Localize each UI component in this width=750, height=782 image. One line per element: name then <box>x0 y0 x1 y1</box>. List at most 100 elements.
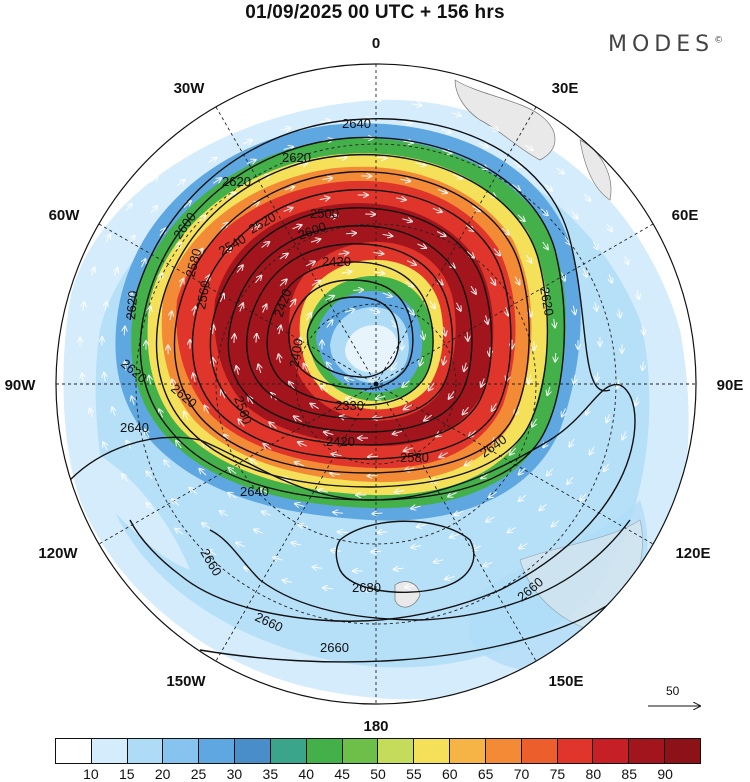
color-legend-ticks: 10 15 20 25 30 35 40 45 50 55 60 65 70 75 80 85 90 <box>0 766 750 782</box>
wind-vector <box>198 216 206 223</box>
wind-vector <box>125 362 126 371</box>
legend-tick-label: 60 <box>441 766 458 782</box>
wind-vector <box>130 292 132 301</box>
wind-vector <box>617 379 619 389</box>
wind-vector <box>510 447 517 455</box>
legend-tick-label: 40 <box>298 766 315 782</box>
wind-vector <box>224 248 231 255</box>
wind-vector <box>465 459 473 465</box>
contour-label: 2640 <box>240 484 269 499</box>
wind-vector <box>327 363 333 371</box>
wind-vector <box>547 468 554 476</box>
wind-vector <box>395 490 405 492</box>
wind-vector <box>312 567 323 569</box>
wind-vector <box>146 503 154 510</box>
wind-vector <box>371 551 382 552</box>
wind-vector <box>220 223 228 230</box>
wind-vector <box>292 225 302 229</box>
contour-label: 2580 <box>182 247 204 279</box>
contour-label: 2620 <box>123 290 140 320</box>
wind-vector <box>260 489 269 493</box>
wind-vector <box>318 490 328 492</box>
contour-label: 2680 <box>352 580 381 595</box>
wind-vector <box>619 308 620 318</box>
wind-vector <box>279 254 288 260</box>
wind-vector <box>255 276 262 284</box>
wind-vector <box>184 412 188 421</box>
wind-vector <box>283 580 293 582</box>
wind-vector <box>519 467 526 474</box>
wind-vector <box>512 184 520 191</box>
wind-vector <box>411 546 422 548</box>
lon-label-30e: 30E <box>552 80 579 97</box>
wind-vector <box>478 143 488 147</box>
wind-vector <box>486 315 488 324</box>
wind-vector <box>341 272 352 274</box>
wind-vector <box>606 223 612 232</box>
wind-vector <box>373 252 384 253</box>
wind-vector <box>444 326 446 336</box>
wind-vector <box>643 361 644 371</box>
wind-vector <box>415 163 426 165</box>
wind-vector <box>333 512 344 513</box>
contour-label: 2620 <box>282 150 311 165</box>
legend-swatch <box>199 739 236 763</box>
wind-vector <box>283 147 294 150</box>
lon-label-60e: 60E <box>672 207 699 224</box>
wind-vector <box>449 391 455 398</box>
wind-vector <box>406 261 416 265</box>
wind-vector <box>322 178 332 180</box>
wind-vector <box>393 431 403 434</box>
wind-vector <box>294 416 302 423</box>
wind-vector <box>104 373 105 382</box>
wind-vector <box>439 452 448 458</box>
wind-vector <box>391 319 397 327</box>
wind-vector <box>593 241 597 250</box>
longitude-labels: 0 30E 60E 90E 120E 150E 180 150W 120W 90… <box>5 35 744 735</box>
wind-vector <box>236 543 246 547</box>
wind-vector <box>554 318 555 328</box>
wind-vector <box>105 302 107 311</box>
legend-swatch <box>270 739 307 763</box>
wind-vector <box>327 216 338 218</box>
wind-vector <box>562 408 566 416</box>
wind-vector <box>368 475 378 476</box>
wind-vector <box>353 290 363 291</box>
brand-logo: MODES© <box>608 32 723 57</box>
legend-swatch <box>450 739 486 763</box>
wind-vector <box>586 406 589 415</box>
legend-tick-label: 50 <box>370 766 386 782</box>
wind-vector <box>213 132 223 136</box>
wind-vector <box>149 376 151 385</box>
legend-swatch <box>235 739 271 763</box>
wind-vector <box>422 330 424 340</box>
wind-vector <box>338 532 348 533</box>
height-contours <box>69 118 661 663</box>
wind-vector <box>513 161 522 167</box>
wind-vector <box>489 276 495 285</box>
wind-vector <box>573 305 575 315</box>
contour-label: 2620 <box>222 174 251 189</box>
wind-vector <box>221 390 225 399</box>
lon-label-120w: 120W <box>38 545 78 562</box>
wind-vector <box>524 144 533 150</box>
wind-vector <box>635 396 637 405</box>
wind-vector <box>269 422 277 429</box>
wind-vector <box>402 380 410 387</box>
wind-vector <box>150 176 158 183</box>
legend-swatch <box>378 739 415 763</box>
wind-vector <box>443 355 445 365</box>
wind-vector <box>125 204 132 212</box>
wind-vector <box>445 577 455 580</box>
contour-label: 2660 <box>320 640 349 655</box>
wind-vector <box>279 354 281 364</box>
wind-vector <box>250 459 259 466</box>
wind-vector <box>263 304 267 313</box>
wind-vector <box>208 550 217 556</box>
contour-label: 2620 <box>537 286 557 317</box>
wind-vector <box>177 180 184 187</box>
wind-vector <box>525 254 531 263</box>
wind-vector <box>519 543 528 549</box>
wind-vector <box>159 228 166 237</box>
wind-vector <box>432 208 442 212</box>
